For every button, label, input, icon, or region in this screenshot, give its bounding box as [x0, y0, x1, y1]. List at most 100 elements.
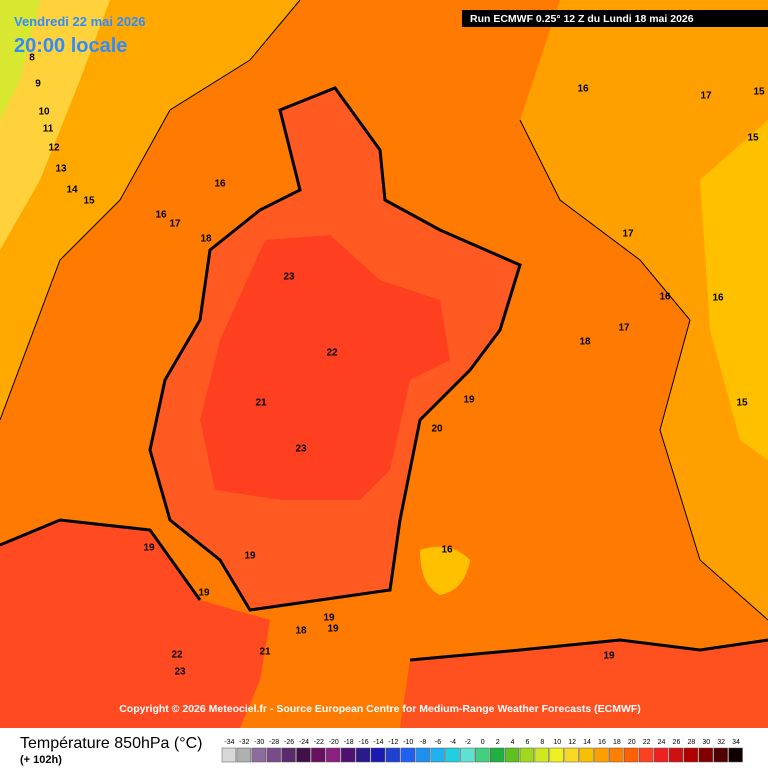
scale-label: 24: [658, 739, 666, 746]
scale-label: -2: [465, 739, 471, 746]
contour-label: 20: [431, 424, 443, 435]
scale-swatch: [594, 747, 609, 763]
scale-label: 22: [643, 739, 651, 746]
contour-label: 16: [441, 545, 453, 556]
contour-label: 12: [48, 143, 60, 154]
scale-swatch: [698, 747, 713, 763]
contour-label: 16: [712, 293, 724, 304]
zone-hotter: [200, 235, 450, 500]
scale-swatch: [579, 747, 594, 763]
scale-swatch: [504, 747, 520, 763]
scale-swatch: [668, 747, 684, 763]
contour-labels: 8910111213141516161718232221231920181717…: [29, 53, 765, 678]
isotherm-20-south: [0, 518, 768, 662]
scale-swatch: [728, 747, 743, 763]
zone-hot-sw: [0, 520, 270, 728]
scale-swatch: [609, 747, 624, 763]
scale-label: -22: [314, 739, 324, 746]
contour-label: 19: [143, 543, 155, 554]
contour-label: 11: [43, 124, 54, 135]
scale-swatch: [370, 747, 386, 763]
contour-label: 21: [255, 398, 267, 409]
zone-mild-east: [700, 120, 768, 460]
scale-swatch: [653, 747, 669, 763]
scale-label: 20: [628, 739, 636, 746]
scale-swatch: [460, 747, 475, 763]
contour-label: 17: [169, 219, 181, 230]
contour-label: 16: [214, 179, 226, 190]
contour-label: 23: [295, 444, 307, 455]
contour-label: 18: [579, 337, 591, 348]
scale-label: 4: [511, 739, 515, 746]
scale-swatch: [475, 747, 490, 763]
scale-label: -24: [299, 739, 309, 746]
contour-label: 19: [327, 624, 339, 635]
scale-label: -30: [254, 739, 264, 746]
scale-swatch: [638, 747, 654, 763]
scale-label: -34: [224, 739, 234, 746]
copyright: Copyright © 2026 Meteociel.fr - Source E…: [119, 703, 641, 715]
contour-label: 14: [66, 185, 78, 196]
scale-swatch: [430, 747, 445, 763]
scale-swatch: [683, 747, 699, 763]
legend-title: Température 850hPa (°C): [20, 735, 202, 752]
contour-label: 15: [747, 133, 759, 144]
time-label: 20:00 locale: [14, 35, 127, 57]
scale-label: 26: [673, 739, 681, 746]
zone-warm: [0, 0, 300, 420]
scale-swatch: [281, 747, 296, 763]
scale-label: -14: [373, 739, 383, 746]
contour-label: 19: [198, 588, 210, 599]
contour-label: 22: [326, 348, 338, 359]
scale-label: -12: [388, 739, 398, 746]
zone-mild: [0, 0, 110, 250]
scale-swatch: [236, 747, 252, 763]
scale-swatch: [549, 747, 564, 763]
scale-swatch: [489, 747, 505, 763]
scale-swatch: [534, 747, 550, 763]
scale-label: 28: [687, 739, 695, 746]
contour-label: 15: [753, 87, 765, 98]
scale-swatch: [415, 747, 430, 763]
scale-label: -10: [403, 739, 413, 746]
contour-label: 23: [283, 272, 295, 283]
contour-label: 19: [463, 395, 475, 406]
contour-label: 17: [700, 91, 712, 102]
contour-label: 17: [622, 229, 634, 240]
scale-label: 34: [732, 739, 740, 746]
contour-label: 19: [244, 551, 256, 562]
scale-label: 32: [717, 739, 725, 746]
contour-label: 18: [295, 626, 307, 637]
scale-swatch: [624, 747, 639, 763]
lead-time: (+ 102h): [20, 754, 62, 766]
contour-label: 18: [200, 234, 212, 245]
contour-label: 9: [35, 79, 41, 90]
run-label: Run ECMWF 0.25° 12 Z du Lundi 18 mai 202…: [470, 13, 694, 25]
contour-label: 10: [38, 107, 50, 118]
scale-label: -18: [344, 739, 354, 746]
contour-label: 13: [55, 164, 67, 175]
contour-label: 16: [155, 210, 167, 221]
date-label: Vendredi 22 mai 2026: [14, 14, 146, 29]
scale-label: -16: [358, 739, 368, 746]
scale-label: 10: [553, 739, 561, 746]
scale-label: -28: [269, 739, 279, 746]
zone-mild-south: [420, 546, 470, 595]
scale-swatch: [385, 747, 401, 763]
scale-label: 30: [702, 739, 710, 746]
scale-swatch: [713, 747, 728, 763]
scale-label: 14: [583, 739, 591, 746]
scale-label: 16: [598, 739, 606, 746]
color-scale: -34 -32 -30 -28 -26 -24 -22 -20 -18 -16 -14 -12 -10-…: [221, 739, 743, 763]
isotherm-lines: [0, 0, 768, 621]
contour-label: 21: [259, 647, 271, 658]
run-box: [462, 10, 768, 27]
scale-label: 8: [540, 739, 544, 746]
contour-label: 8: [29, 53, 35, 64]
contour-label: 15: [736, 398, 748, 409]
scale-label: -6: [435, 739, 441, 746]
scale-label: -20: [329, 739, 339, 746]
scale-swatch: [221, 747, 237, 763]
zone-cool: [0, 0, 40, 120]
